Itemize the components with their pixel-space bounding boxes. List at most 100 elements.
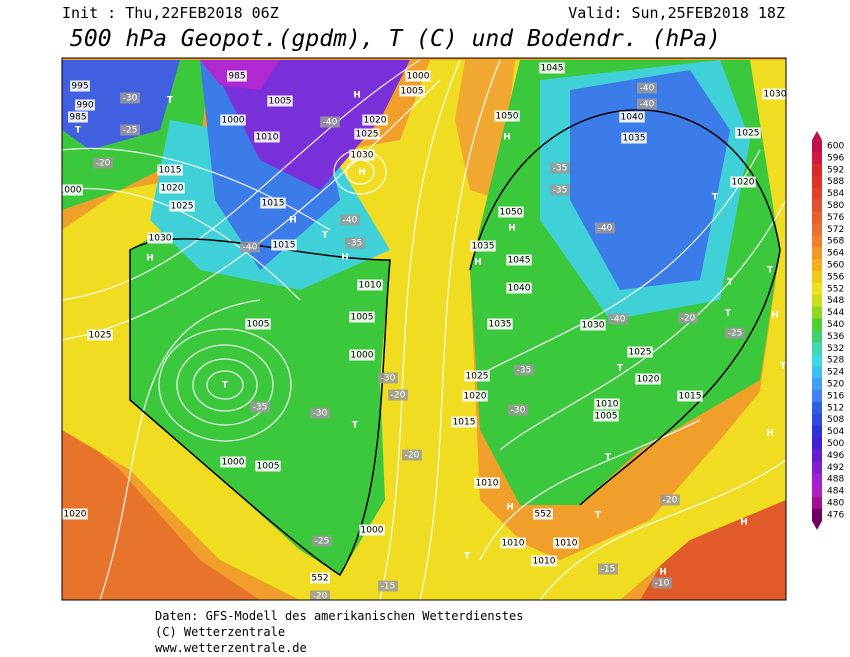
pressure-center: H [740,518,748,528]
temp-label-box [660,494,680,506]
field-yellow [740,60,786,390]
colorbar-swatch [812,223,822,236]
colorbar-swatch [812,294,822,308]
colorbar-label: 480 [827,499,844,509]
isobar-label: 1015 [453,418,476,428]
colorbar-label: 600 [827,142,844,152]
isobar-label: 1005 [257,462,280,472]
pressure-center: H [508,224,516,234]
colorbar-swatch [812,247,822,260]
colorbar-swatch [812,187,822,201]
pressure-center: H [474,258,482,268]
footer-copyright: (C) Wetterzentrale [155,625,285,639]
init-time: Init : Thu,22FEB2018 06Z [62,4,279,22]
colorbar-swatch [812,389,822,403]
isobar-label-box [553,537,579,549]
isobar-label: 1025 [737,129,760,139]
isobar-label: 1020 [161,184,184,194]
temp-label-box [250,401,270,413]
temperature-label: -25 [123,126,138,136]
isobar [176,344,274,426]
isobar-label: 1020 [64,510,87,520]
isobar-label-box [255,460,281,472]
pressure-center: T [725,309,732,319]
temp-label-box [120,124,140,136]
isobar-label-box [487,318,513,330]
temp-label-box [678,312,698,324]
colorbar-swatch [812,259,822,272]
isobar-label: 1005 [351,313,374,323]
isobar-label-box [157,164,183,176]
temp-label-box [378,372,398,384]
colorbar-swatch [812,175,822,189]
isobar-label: 1045 [508,256,531,266]
colorbar-label: 524 [827,368,844,378]
temp-label-box [550,184,570,196]
temperature-label: -25 [315,537,330,547]
isobar-label: 1020 [637,375,660,385]
isobar-label-box [362,114,388,126]
isobar-label: 1040 [508,284,531,294]
isobar-label: 1010 [502,539,525,549]
colorbar-label: 500 [827,439,844,449]
isobar-label-box [399,85,425,97]
temp-label-box [310,407,330,419]
colorbar-label: 492 [827,463,844,473]
valid-time: Valid: Sun,25FEB2018 18Z [568,4,785,22]
isobar-label: 1020 [364,116,387,126]
isobar [479,419,701,561]
colorbar-swatch [812,473,822,486]
temp-label-box [725,327,745,339]
temperature-label: -20 [391,391,406,401]
footer-source: Daten: GFS-Modell des amerikanischen Wet… [155,609,523,623]
isobar-label-box [220,114,246,126]
temp-label-box [508,404,528,416]
map-frame [61,57,787,601]
colorbar-swatch [812,235,822,248]
temperature-label: -20 [681,314,696,324]
isobar-label-box [227,70,247,82]
isobar [192,358,258,412]
pressure-center: T [322,231,329,241]
colorbar-label: 592 [827,165,844,175]
temperature-label: -30 [511,406,526,416]
colorbar-swatch [812,163,822,177]
temp-label-box [345,237,365,249]
temperature-label: -40 [323,118,338,128]
pressure-center: T [595,511,602,521]
pressure-center: T [464,552,471,562]
isobar-label-box [70,80,90,92]
footer-url: www.wetterzentrale.de [155,641,307,655]
colorbar-swatch [812,330,822,343]
colorbar-swatch [812,425,822,439]
isobar-label-box [87,329,113,341]
colorbar-label: 488 [827,475,844,485]
colorbar-label: 536 [827,332,844,342]
isobar-label-box [62,184,83,196]
colorbar-arrow [812,131,822,140]
isobar-label-box [464,370,490,382]
isobar-label: 1020 [464,392,487,402]
colorbar-swatch [812,354,822,367]
temperature-label: -30 [313,409,328,419]
pressure-center: H [659,568,667,578]
isobar-label: 1025 [466,372,489,382]
colorbar-swatch [812,508,822,522]
isobar-label-box [594,398,620,410]
colorbar-swatch [812,401,822,415]
temperature-label: -40 [611,315,626,325]
temperature-label: -35 [553,164,568,174]
isobar-label-box [405,70,431,82]
pressure-center: T [605,453,612,463]
temperature-label: -40 [640,84,655,94]
colorbar-label: 540 [827,320,844,330]
isobar-label-box [147,232,173,244]
isobar-label-box [245,318,271,330]
isobar-label: 985 [228,72,245,82]
map-title: 500 hPa Geopot.(gpdm), T (C) und Bodendr… [70,26,721,52]
pressure-center: H [341,253,349,263]
isobar-label-box [533,508,553,520]
temp-label-box [637,82,657,94]
colorbar-arrow [812,520,822,530]
